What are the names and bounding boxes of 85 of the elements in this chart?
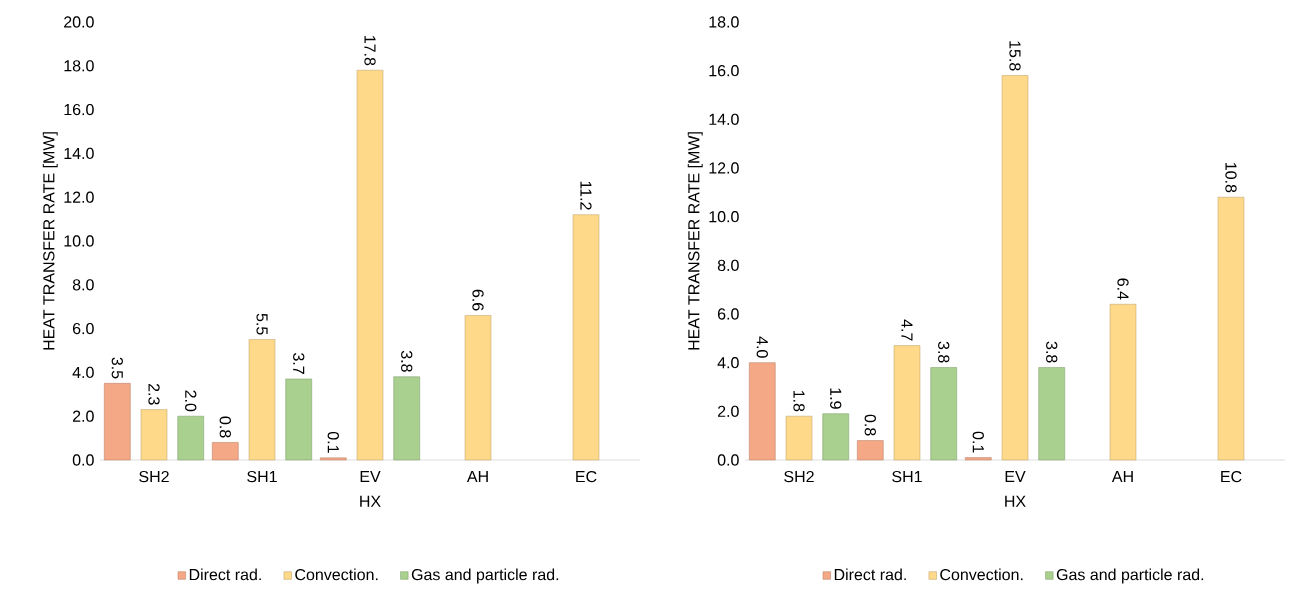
bar: [212, 442, 239, 461]
bar: [822, 413, 849, 461]
bar: [930, 367, 957, 461]
y-tick-label: 4.0: [717, 357, 739, 369]
bar: [393, 376, 420, 461]
data-label: 4.7: [901, 319, 913, 341]
x-tick-label: EV: [1005, 470, 1026, 482]
y-tick-label: 10.0: [709, 211, 739, 223]
data-label: 0.1: [972, 431, 984, 453]
bar: [1001, 75, 1029, 461]
y-tick-label: 10.0: [64, 235, 94, 247]
bar: [749, 362, 776, 461]
bar: [285, 378, 312, 461]
data-label: 1.8: [793, 390, 805, 412]
legend-label: Direct rad.: [189, 568, 261, 581]
legend-label: Direct rad.: [834, 568, 906, 581]
y-tick-label: 8.0: [72, 279, 94, 291]
y-tick-label: 0.0: [717, 454, 739, 466]
y-tick-label: 14.0: [64, 147, 94, 160]
bar: [104, 383, 131, 461]
x-tick-label: EV: [360, 470, 381, 482]
data-label: 3.8: [938, 341, 950, 363]
x-axis-title: HX: [360, 495, 381, 507]
y-tick-label: 18.0: [64, 60, 94, 72]
bar: [572, 214, 600, 461]
bar: [356, 69, 384, 461]
bar: [177, 415, 204, 461]
bar: [464, 315, 492, 461]
y-tick-label: 18.0: [709, 16, 739, 28]
data-label: 3.8: [1046, 341, 1058, 363]
x-tick-label: AH: [1111, 470, 1133, 482]
bar: [785, 415, 813, 461]
data-label: 3.5: [111, 357, 123, 379]
bar: [965, 457, 992, 461]
data-label: 0.1: [327, 431, 339, 453]
y-tick-label: 8.0: [717, 259, 739, 271]
legend-label: Convection.: [295, 568, 378, 581]
data-label: 3.8: [401, 350, 413, 372]
data-label: 0.8: [219, 416, 231, 438]
y-tick-label: 12.0: [709, 162, 739, 174]
data-label: 3.7: [293, 353, 305, 374]
data-label: 4.0: [756, 336, 768, 358]
y-axis-title: HEAT TRANSFER RATE [MW]: [42, 132, 58, 350]
x-tick-label: SH1: [892, 470, 922, 483]
y-tick-label: 4.0: [72, 366, 94, 379]
y-tick-label: 16.0: [64, 103, 94, 116]
y-tick-label: 20.0: [64, 16, 94, 28]
bar: [140, 409, 168, 461]
bar: [1217, 196, 1245, 461]
bar: [893, 345, 921, 461]
data-label: 1.9: [830, 388, 842, 409]
bar: [1109, 303, 1137, 461]
y-tick-label: 14.0: [709, 113, 739, 125]
bar: [248, 339, 276, 461]
legend-label: Convection.: [940, 568, 1023, 581]
data-label: 6.4: [1117, 278, 1129, 300]
x-tick-label: SH1: [247, 470, 277, 483]
x-tick-label: SH2: [784, 470, 814, 483]
data-label: 15.8: [1009, 41, 1021, 71]
y-tick-label: 2.0: [72, 410, 94, 422]
y-tick-label: 6.0: [72, 322, 94, 335]
y-tick-label: 2.0: [717, 405, 739, 417]
y-tick-label: 0.0: [72, 454, 94, 466]
x-axis-title: HX: [1005, 495, 1026, 507]
data-label: 5.5: [256, 313, 268, 335]
bar: [857, 440, 884, 461]
y-tick-label: 16.0: [709, 65, 739, 77]
legend-label: Gas and particle rad.: [411, 568, 559, 584]
data-label: 17.8: [364, 35, 376, 66]
data-label: 11.2: [580, 181, 592, 210]
data-label: 6.6: [472, 289, 484, 311]
y-axis-title: HEAT TRANSFER RATE [MW]: [687, 132, 703, 350]
x-tick-label: AH: [466, 470, 488, 482]
x-tick-label: SH2: [139, 470, 169, 483]
y-tick-label: 6.0: [717, 308, 739, 320]
data-label: 2.3: [148, 383, 160, 405]
x-tick-label: EC: [1221, 470, 1242, 483]
data-label: 2.0: [185, 390, 197, 412]
bar: [320, 457, 347, 461]
legend-label: Gas and particle rad.: [1056, 568, 1204, 584]
x-tick-label: EC: [576, 470, 597, 483]
data-label: 0.8: [864, 414, 876, 436]
bar: [1038, 367, 1065, 461]
data-label: 10.8: [1225, 163, 1237, 193]
y-tick-label: 12.0: [64, 191, 94, 203]
